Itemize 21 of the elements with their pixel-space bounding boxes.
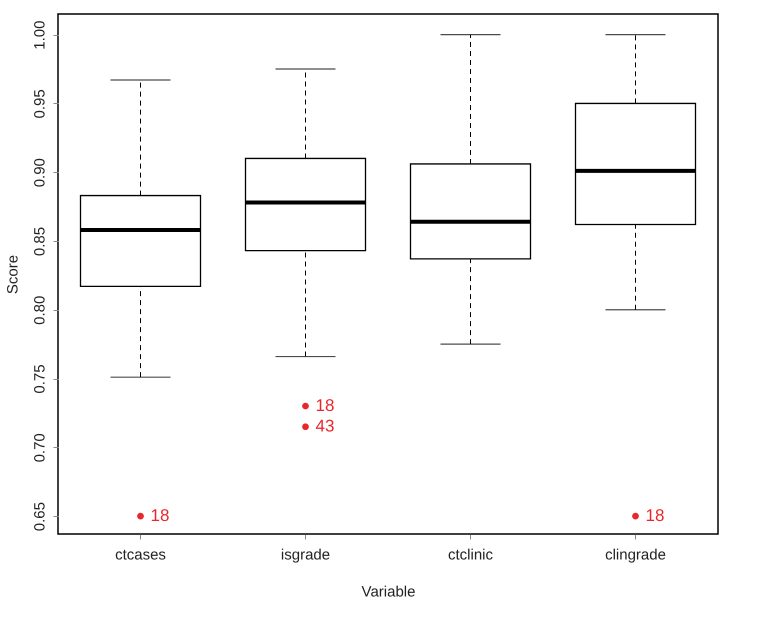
point [632,512,639,520]
annotation: 43 [316,416,334,436]
y-tick-label: 0.90 [32,158,48,188]
x-axis-title: Variable [362,584,416,600]
y-tick-label: 1.00 [32,20,48,50]
x-tick-label: isgrade [280,546,330,564]
y-tick-label: 0.85 [32,226,48,256]
y-tick-label: 0.75 [32,364,48,394]
x-tick-label: clingrade [605,546,666,564]
y-tick-label: 0.80 [32,296,48,325]
point [302,402,309,410]
annotation: 18 [646,506,664,526]
y-axis-title: Score [4,254,22,294]
y-tick-label: 0.95 [32,89,48,119]
point [137,512,144,520]
x-tick-label: ctcases [115,546,166,564]
x-tick-label: ctclinic [448,546,494,564]
y-tick-label: 0.65 [32,502,48,532]
y-tick-label: 0.70 [32,433,48,462]
annotation: 18 [316,396,334,416]
annotation: 18 [150,506,170,526]
